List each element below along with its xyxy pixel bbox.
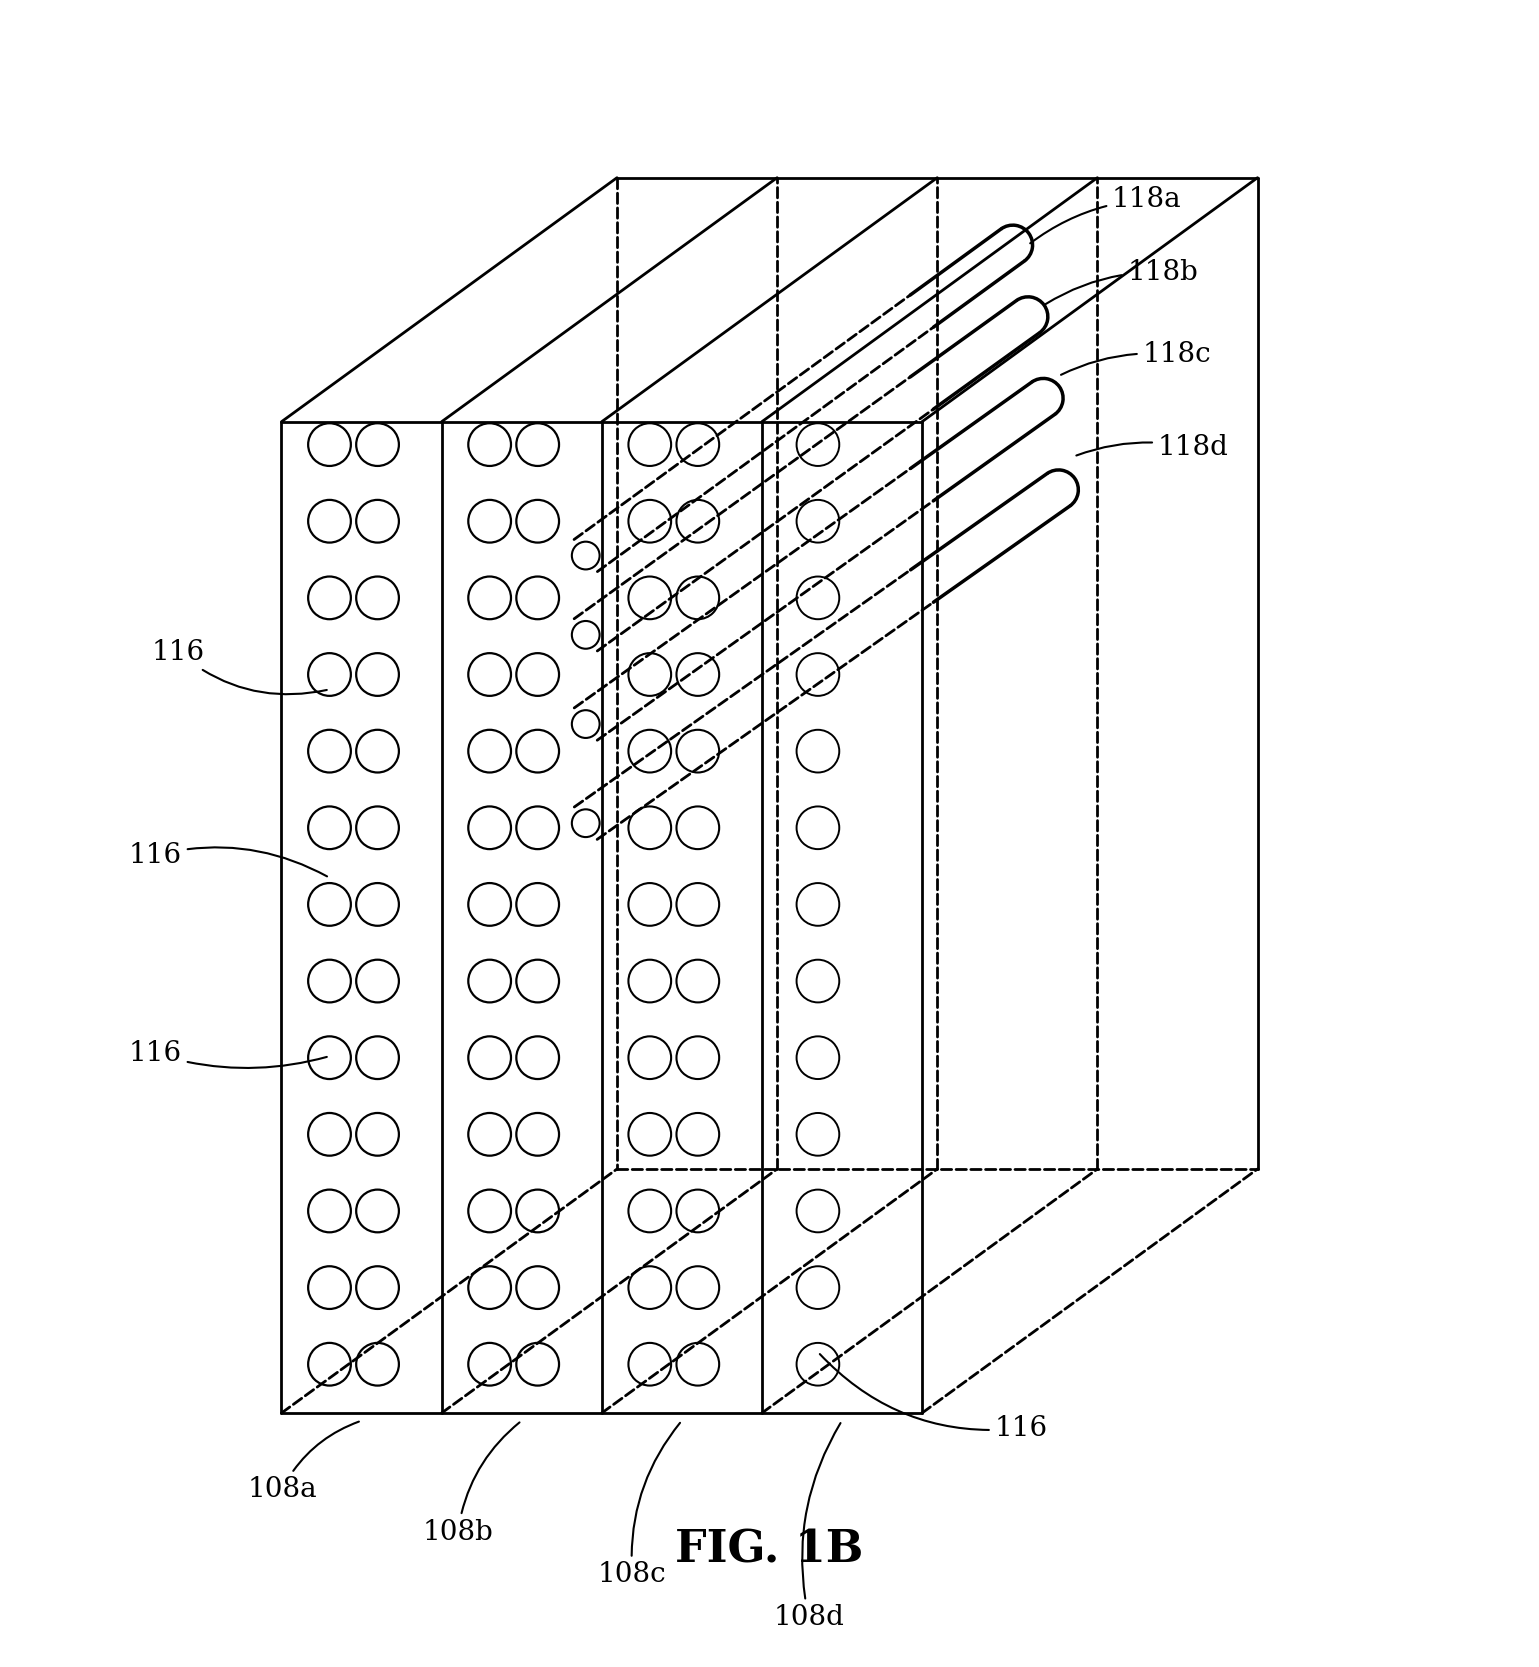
Text: 108d: 108d: [773, 1424, 845, 1630]
Text: 118b: 118b: [1045, 258, 1197, 303]
Text: FIG. 1B: FIG. 1B: [676, 1529, 863, 1572]
Text: 108c: 108c: [599, 1424, 680, 1589]
Text: 116: 116: [129, 1040, 326, 1069]
Text: 116: 116: [152, 638, 326, 693]
Text: 116: 116: [820, 1354, 1048, 1442]
Text: 108b: 108b: [423, 1422, 520, 1545]
Text: 118d: 118d: [1076, 433, 1228, 462]
Text: 116: 116: [129, 842, 328, 877]
Text: 118c: 118c: [1060, 342, 1211, 375]
Text: 118a: 118a: [1030, 185, 1182, 243]
Text: 108a: 108a: [248, 1422, 359, 1504]
